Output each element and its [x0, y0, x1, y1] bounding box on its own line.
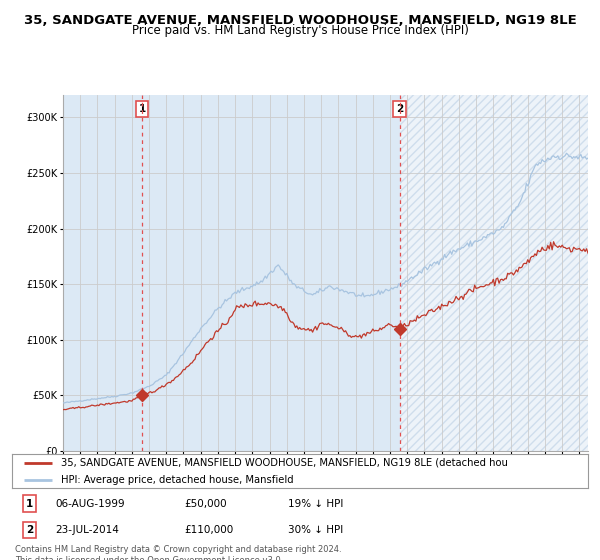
Text: 35, SANDGATE AVENUE, MANSFIELD WOODHOUSE, MANSFIELD, NG19 8LE: 35, SANDGATE AVENUE, MANSFIELD WOODHOUSE…: [23, 14, 577, 27]
Text: 35, SANDGATE AVENUE, MANSFIELD WOODHOUSE, MANSFIELD, NG19 8LE (detached hou: 35, SANDGATE AVENUE, MANSFIELD WOODHOUSE…: [61, 458, 508, 468]
Text: 2: 2: [26, 525, 33, 535]
Text: 19% ↓ HPI: 19% ↓ HPI: [289, 498, 344, 508]
Text: 06-AUG-1999: 06-AUG-1999: [55, 498, 125, 508]
Text: Contains HM Land Registry data © Crown copyright and database right 2024.
This d: Contains HM Land Registry data © Crown c…: [15, 545, 341, 560]
Text: £50,000: £50,000: [185, 498, 227, 508]
Text: Price paid vs. HM Land Registry's House Price Index (HPI): Price paid vs. HM Land Registry's House …: [131, 24, 469, 37]
Text: 1: 1: [139, 104, 146, 114]
Bar: [400, 95, 600, 451]
Text: 30% ↓ HPI: 30% ↓ HPI: [289, 525, 344, 535]
Text: 2: 2: [396, 104, 403, 114]
Text: 1: 1: [26, 498, 33, 508]
Text: £110,000: £110,000: [185, 525, 234, 535]
Bar: [400, 95, 600, 451]
Text: 23-JUL-2014: 23-JUL-2014: [55, 525, 119, 535]
Text: HPI: Average price, detached house, Mansfield: HPI: Average price, detached house, Mans…: [61, 475, 293, 484]
